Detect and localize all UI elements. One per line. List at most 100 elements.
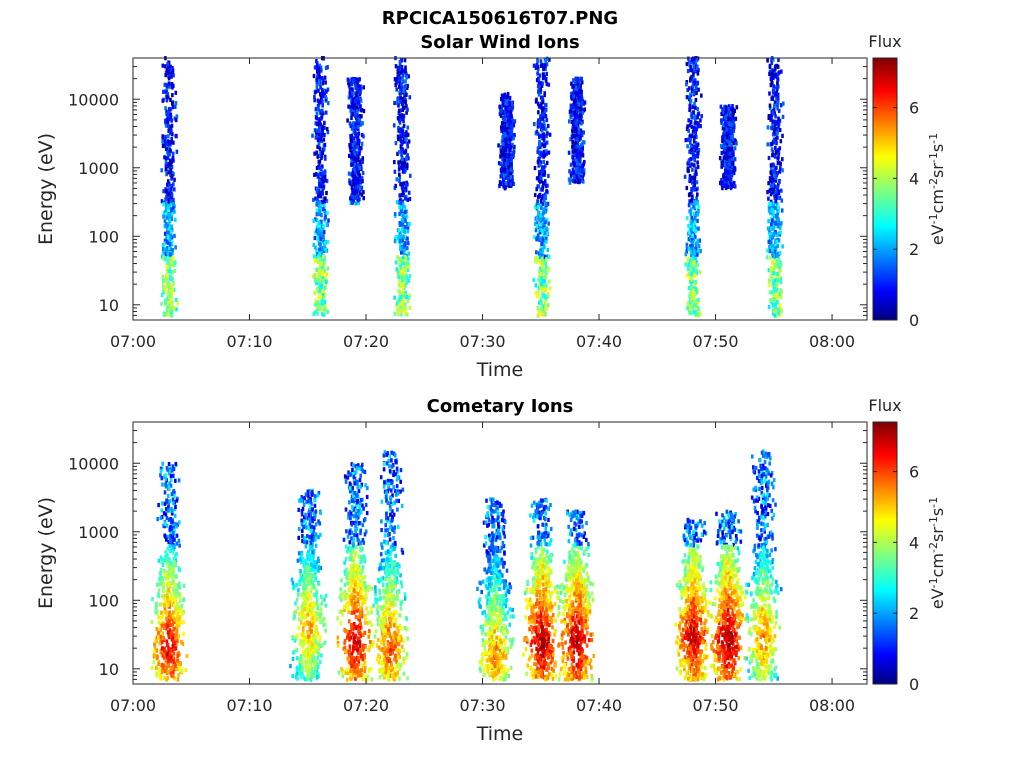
heatmap-cell: [319, 204, 322, 209]
heatmap-cell: [315, 189, 319, 194]
heatmap-cell: [537, 285, 541, 290]
heatmap-cell: [175, 629, 179, 634]
heatmap-cell: [403, 139, 406, 144]
heatmap-cell: [546, 183, 549, 188]
heatmap-cell: [175, 627, 179, 632]
heatmap-cell: [318, 178, 321, 183]
heatmap-cell: [691, 147, 694, 152]
heatmap-cell: [504, 138, 508, 143]
heatmap-cell: [727, 116, 730, 121]
heatmap-cell: [313, 259, 317, 264]
heatmap-cell: [769, 76, 773, 81]
heatmap-cell: [720, 120, 723, 126]
heatmap-cell: [166, 91, 170, 97]
heatmap-cells: [150, 449, 783, 682]
heatmap-cell: [173, 676, 176, 681]
heatmap-cell: [401, 190, 405, 195]
heatmap-cell: [179, 661, 182, 666]
y-tick-label: 1000: [78, 159, 119, 178]
heatmap-cell: [685, 185, 689, 191]
heatmap-cell: [321, 124, 324, 129]
heatmap-cell: [324, 248, 328, 253]
heatmap-cell: [313, 302, 317, 307]
heatmap-cell: [402, 157, 406, 162]
heatmap-cell: [686, 161, 690, 166]
heatmap-cell: [315, 134, 318, 139]
heatmap-cell: [402, 207, 406, 213]
heatmap-cell: [688, 310, 691, 315]
heatmap-cell: [537, 89, 541, 94]
heatmap-cell: [171, 535, 174, 540]
heatmap-cell: [697, 204, 700, 209]
heatmap-cell: [775, 193, 779, 198]
heatmap-cell: [403, 250, 406, 256]
heatmap-cell: [543, 63, 547, 68]
heatmap-cell: [169, 112, 173, 117]
heatmap-cell: [695, 187, 698, 192]
heatmap-cell: [537, 205, 540, 210]
heatmap-cell: [767, 219, 770, 224]
heatmap-cell: [508, 100, 511, 105]
heatmap-cell: [400, 141, 404, 146]
heatmap-cell: [688, 95, 691, 100]
heatmap-cell: [771, 247, 774, 252]
heatmap-cell: [163, 568, 166, 574]
heatmap-cell: [773, 130, 776, 135]
heatmap-cell: [399, 233, 402, 238]
heatmap-cell: [178, 581, 181, 586]
heatmap-cell: [577, 177, 580, 182]
heatmap-cell: [689, 76, 692, 81]
heatmap-cell: [164, 106, 167, 111]
heatmap-cell: [687, 203, 691, 208]
heatmap-cell: [318, 74, 321, 80]
heatmap-cell: [397, 228, 401, 233]
heatmap-cell: [323, 175, 327, 180]
heatmap-cell: [171, 657, 175, 662]
heatmap-cell: [538, 134, 541, 139]
heatmap-cell: [775, 240, 778, 245]
heatmap-cell: [327, 101, 330, 106]
heatmap-cell: [354, 128, 357, 133]
heatmap-cell: [170, 201, 174, 206]
heatmap-cell: [574, 146, 578, 151]
heatmap-cell: [572, 158, 575, 163]
heatmap-cell: [503, 134, 506, 139]
heatmap-cell: [544, 66, 547, 71]
heatmap-cell: [349, 123, 353, 129]
heatmap-cell: [320, 594, 323, 599]
heatmap-cell: [767, 268, 771, 273]
heatmap-cell: [168, 303, 172, 309]
heatmap-cell: [543, 257, 546, 262]
heatmap-cell: [730, 122, 733, 128]
heatmap-cell: [575, 115, 579, 120]
heatmap-cell: [569, 137, 572, 142]
heatmap-cell: [356, 109, 359, 114]
heatmap-cell: [500, 154, 504, 159]
heatmap-cell: [773, 289, 777, 294]
heatmap-cell: [547, 254, 551, 259]
heatmap-cell: [403, 243, 406, 248]
heatmap-cell: [165, 86, 169, 91]
heatmap-cell: [351, 97, 355, 102]
heatmap-cell: [693, 215, 697, 220]
heatmap-cell: [317, 120, 320, 125]
heatmap-cell: [179, 593, 182, 598]
heatmap-cell: [544, 195, 548, 201]
heatmap-cell: [167, 107, 171, 112]
heatmap-cell: [687, 224, 690, 229]
heatmap-cell: [696, 112, 700, 117]
heatmap-cell: [400, 128, 404, 133]
heatmap-cell: [313, 272, 317, 278]
heatmap-cell: [360, 121, 363, 126]
heatmap-cell: [169, 533, 172, 539]
heatmap-cell: [164, 257, 167, 262]
heatmap-cell: [776, 106, 779, 111]
heatmap-cell: [397, 267, 401, 272]
heatmap-cell: [312, 242, 316, 247]
heatmap-cell: [724, 110, 728, 115]
heatmap-cell: [320, 284, 323, 289]
heatmap-cell: [316, 137, 320, 143]
heatmap-cell: [318, 184, 321, 189]
heatmap-cell: [772, 281, 776, 286]
heatmap-cell: [398, 80, 401, 86]
